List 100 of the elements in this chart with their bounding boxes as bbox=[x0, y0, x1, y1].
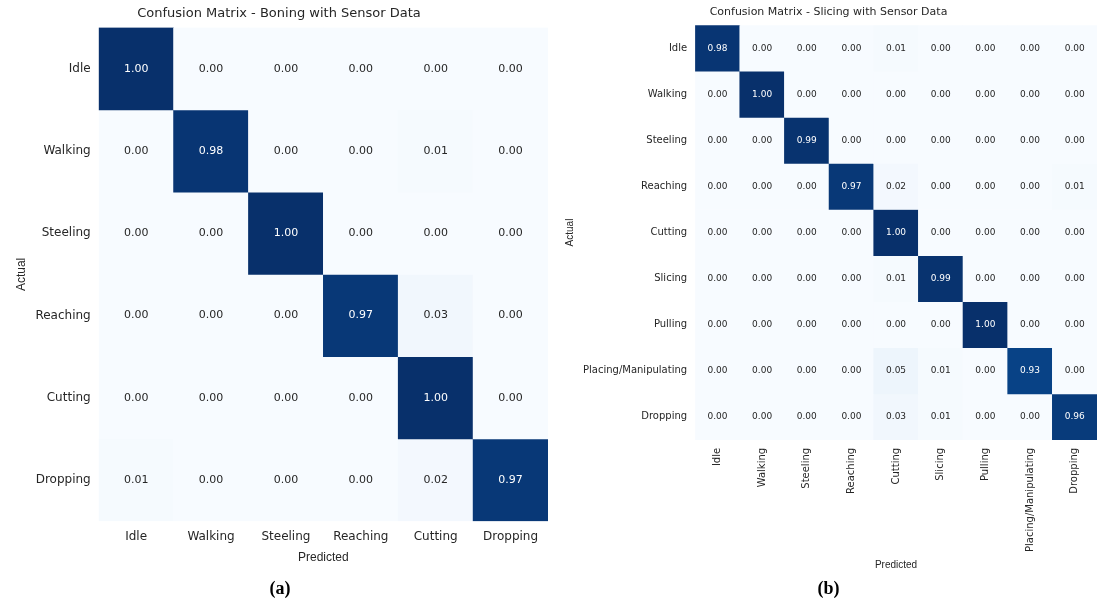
data-label: 0.00 bbox=[796, 180, 818, 191]
data-label: 0.00 bbox=[975, 272, 996, 283]
data-label: 0.00 bbox=[273, 143, 299, 157]
data-label: 0.00 bbox=[752, 365, 773, 376]
data-label: 0.00 bbox=[841, 319, 862, 330]
data-label: 0.02 bbox=[423, 472, 448, 486]
y-tick-label: Cutting bbox=[46, 389, 91, 404]
data-label: 0.00 bbox=[1020, 180, 1041, 191]
data-label: 0.00 bbox=[1020, 272, 1041, 283]
data-label: 0.02 bbox=[886, 180, 907, 191]
data-label: 0.00 bbox=[752, 180, 773, 191]
data-label: 0.00 bbox=[273, 472, 299, 486]
data-label: 0.03 bbox=[886, 411, 907, 422]
data-label: 0.01 bbox=[930, 365, 951, 376]
data-label: 0.00 bbox=[498, 226, 523, 240]
x-tick-label: Walking bbox=[755, 447, 767, 488]
data-label: 0.00 bbox=[841, 365, 862, 376]
x-tick-label: Pulling bbox=[978, 447, 990, 482]
data-label: 0.00 bbox=[886, 88, 907, 99]
data-label: 0.01 bbox=[886, 272, 907, 283]
x-tick-label: Dropping bbox=[1068, 447, 1080, 494]
data-label: 0.00 bbox=[1020, 88, 1041, 99]
y-tick-label: Placing/Manipulating bbox=[582, 364, 688, 376]
data-label: 0.00 bbox=[1064, 88, 1085, 99]
data-label: 0.00 bbox=[123, 308, 149, 322]
x-tick-label: Cutting bbox=[889, 447, 901, 485]
data-label: 0.00 bbox=[348, 472, 374, 486]
data-label: 0.00 bbox=[123, 226, 149, 240]
y-axis-title: Actual bbox=[13, 257, 28, 292]
x-tick-label: Dropping bbox=[483, 528, 539, 543]
data-label: 0.00 bbox=[498, 390, 523, 404]
data-label: 0.00 bbox=[752, 319, 773, 330]
data-label: 0.00 bbox=[348, 390, 374, 404]
data-label: 0.01 bbox=[123, 472, 149, 486]
data-label: 0.00 bbox=[1020, 411, 1041, 422]
data-label: 0.00 bbox=[841, 226, 862, 237]
data-label: 0.00 bbox=[841, 411, 862, 422]
data-label: 0.00 bbox=[886, 319, 907, 330]
data-label: 1.00 bbox=[886, 226, 907, 237]
data-label: 0.01 bbox=[886, 42, 907, 53]
x-tick-label: Walking bbox=[187, 528, 235, 543]
data-label: 0.00 bbox=[348, 226, 374, 240]
data-label: 0.00 bbox=[707, 180, 728, 191]
data-label: 0.01 bbox=[930, 411, 951, 422]
y-tick-label: Steeling bbox=[646, 133, 688, 145]
data-label: 0.00 bbox=[1064, 42, 1085, 53]
data-label: 0.00 bbox=[841, 88, 862, 99]
x-tick-label: Steeling bbox=[261, 528, 311, 543]
data-label: 0.98 bbox=[198, 143, 224, 157]
data-label: 0.00 bbox=[498, 61, 523, 75]
data-label: 0.00 bbox=[1020, 226, 1041, 237]
data-label: 0.00 bbox=[1064, 319, 1085, 330]
data-label: 0.00 bbox=[796, 411, 818, 422]
data-label: 0.00 bbox=[198, 308, 224, 322]
y-tick-label: Cutting bbox=[650, 226, 688, 238]
data-label: 0.00 bbox=[752, 226, 773, 237]
data-label: 0.00 bbox=[841, 134, 862, 145]
x-tick-label: Idle bbox=[125, 528, 148, 543]
data-label: 0.97 bbox=[841, 180, 862, 191]
data-label: 0.01 bbox=[1064, 180, 1085, 191]
data-label: 0.00 bbox=[930, 180, 951, 191]
data-label: 0.03 bbox=[423, 308, 448, 322]
data-label: 0.00 bbox=[886, 134, 907, 145]
data-label: 0.97 bbox=[348, 308, 374, 322]
data-label: 0.00 bbox=[198, 226, 224, 240]
y-tick-label: Steeling bbox=[41, 225, 91, 240]
y-tick-label: Slicing bbox=[654, 272, 688, 284]
data-label: 0.99 bbox=[930, 272, 951, 283]
data-label: 0.00 bbox=[707, 272, 728, 283]
data-label: 1.00 bbox=[752, 88, 773, 99]
data-label: 0.00 bbox=[975, 88, 996, 99]
data-label: 0.00 bbox=[273, 61, 299, 75]
data-label: 0.00 bbox=[348, 143, 374, 157]
data-label: 0.00 bbox=[1064, 226, 1085, 237]
data-label: 0.00 bbox=[752, 42, 773, 53]
data-label: 0.00 bbox=[498, 143, 523, 157]
x-tick-label: Slicing bbox=[934, 447, 946, 481]
x-tick-label: Idle bbox=[711, 447, 723, 467]
text: (b) bbox=[816, 578, 841, 599]
data-label: 0.00 bbox=[348, 61, 374, 75]
data-label: 0.00 bbox=[930, 134, 951, 145]
data-label: 0.99 bbox=[796, 134, 818, 145]
data-label: 0.00 bbox=[841, 42, 862, 53]
data-label: 0.00 bbox=[796, 319, 818, 330]
y-tick-label: Idle bbox=[668, 41, 688, 53]
y-tick-label: Dropping bbox=[641, 410, 688, 422]
data-label: 0.00 bbox=[707, 88, 728, 99]
data-label: 1.00 bbox=[423, 390, 448, 404]
data-label: 0.00 bbox=[796, 365, 818, 376]
data-label: 1.00 bbox=[123, 61, 149, 75]
data-label: 0.00 bbox=[123, 390, 149, 404]
x-axis-title: Predicted bbox=[874, 558, 918, 570]
data-label: 0.00 bbox=[975, 365, 996, 376]
data-label: 0.00 bbox=[796, 272, 818, 283]
data-label: 1.00 bbox=[273, 226, 299, 240]
data-label: 0.00 bbox=[498, 308, 523, 322]
data-label: 0.00 bbox=[273, 390, 299, 404]
x-axis-title: Predicted bbox=[298, 550, 349, 565]
data-label: 0.00 bbox=[1064, 365, 1085, 376]
data-label: 0.98 bbox=[707, 42, 728, 53]
